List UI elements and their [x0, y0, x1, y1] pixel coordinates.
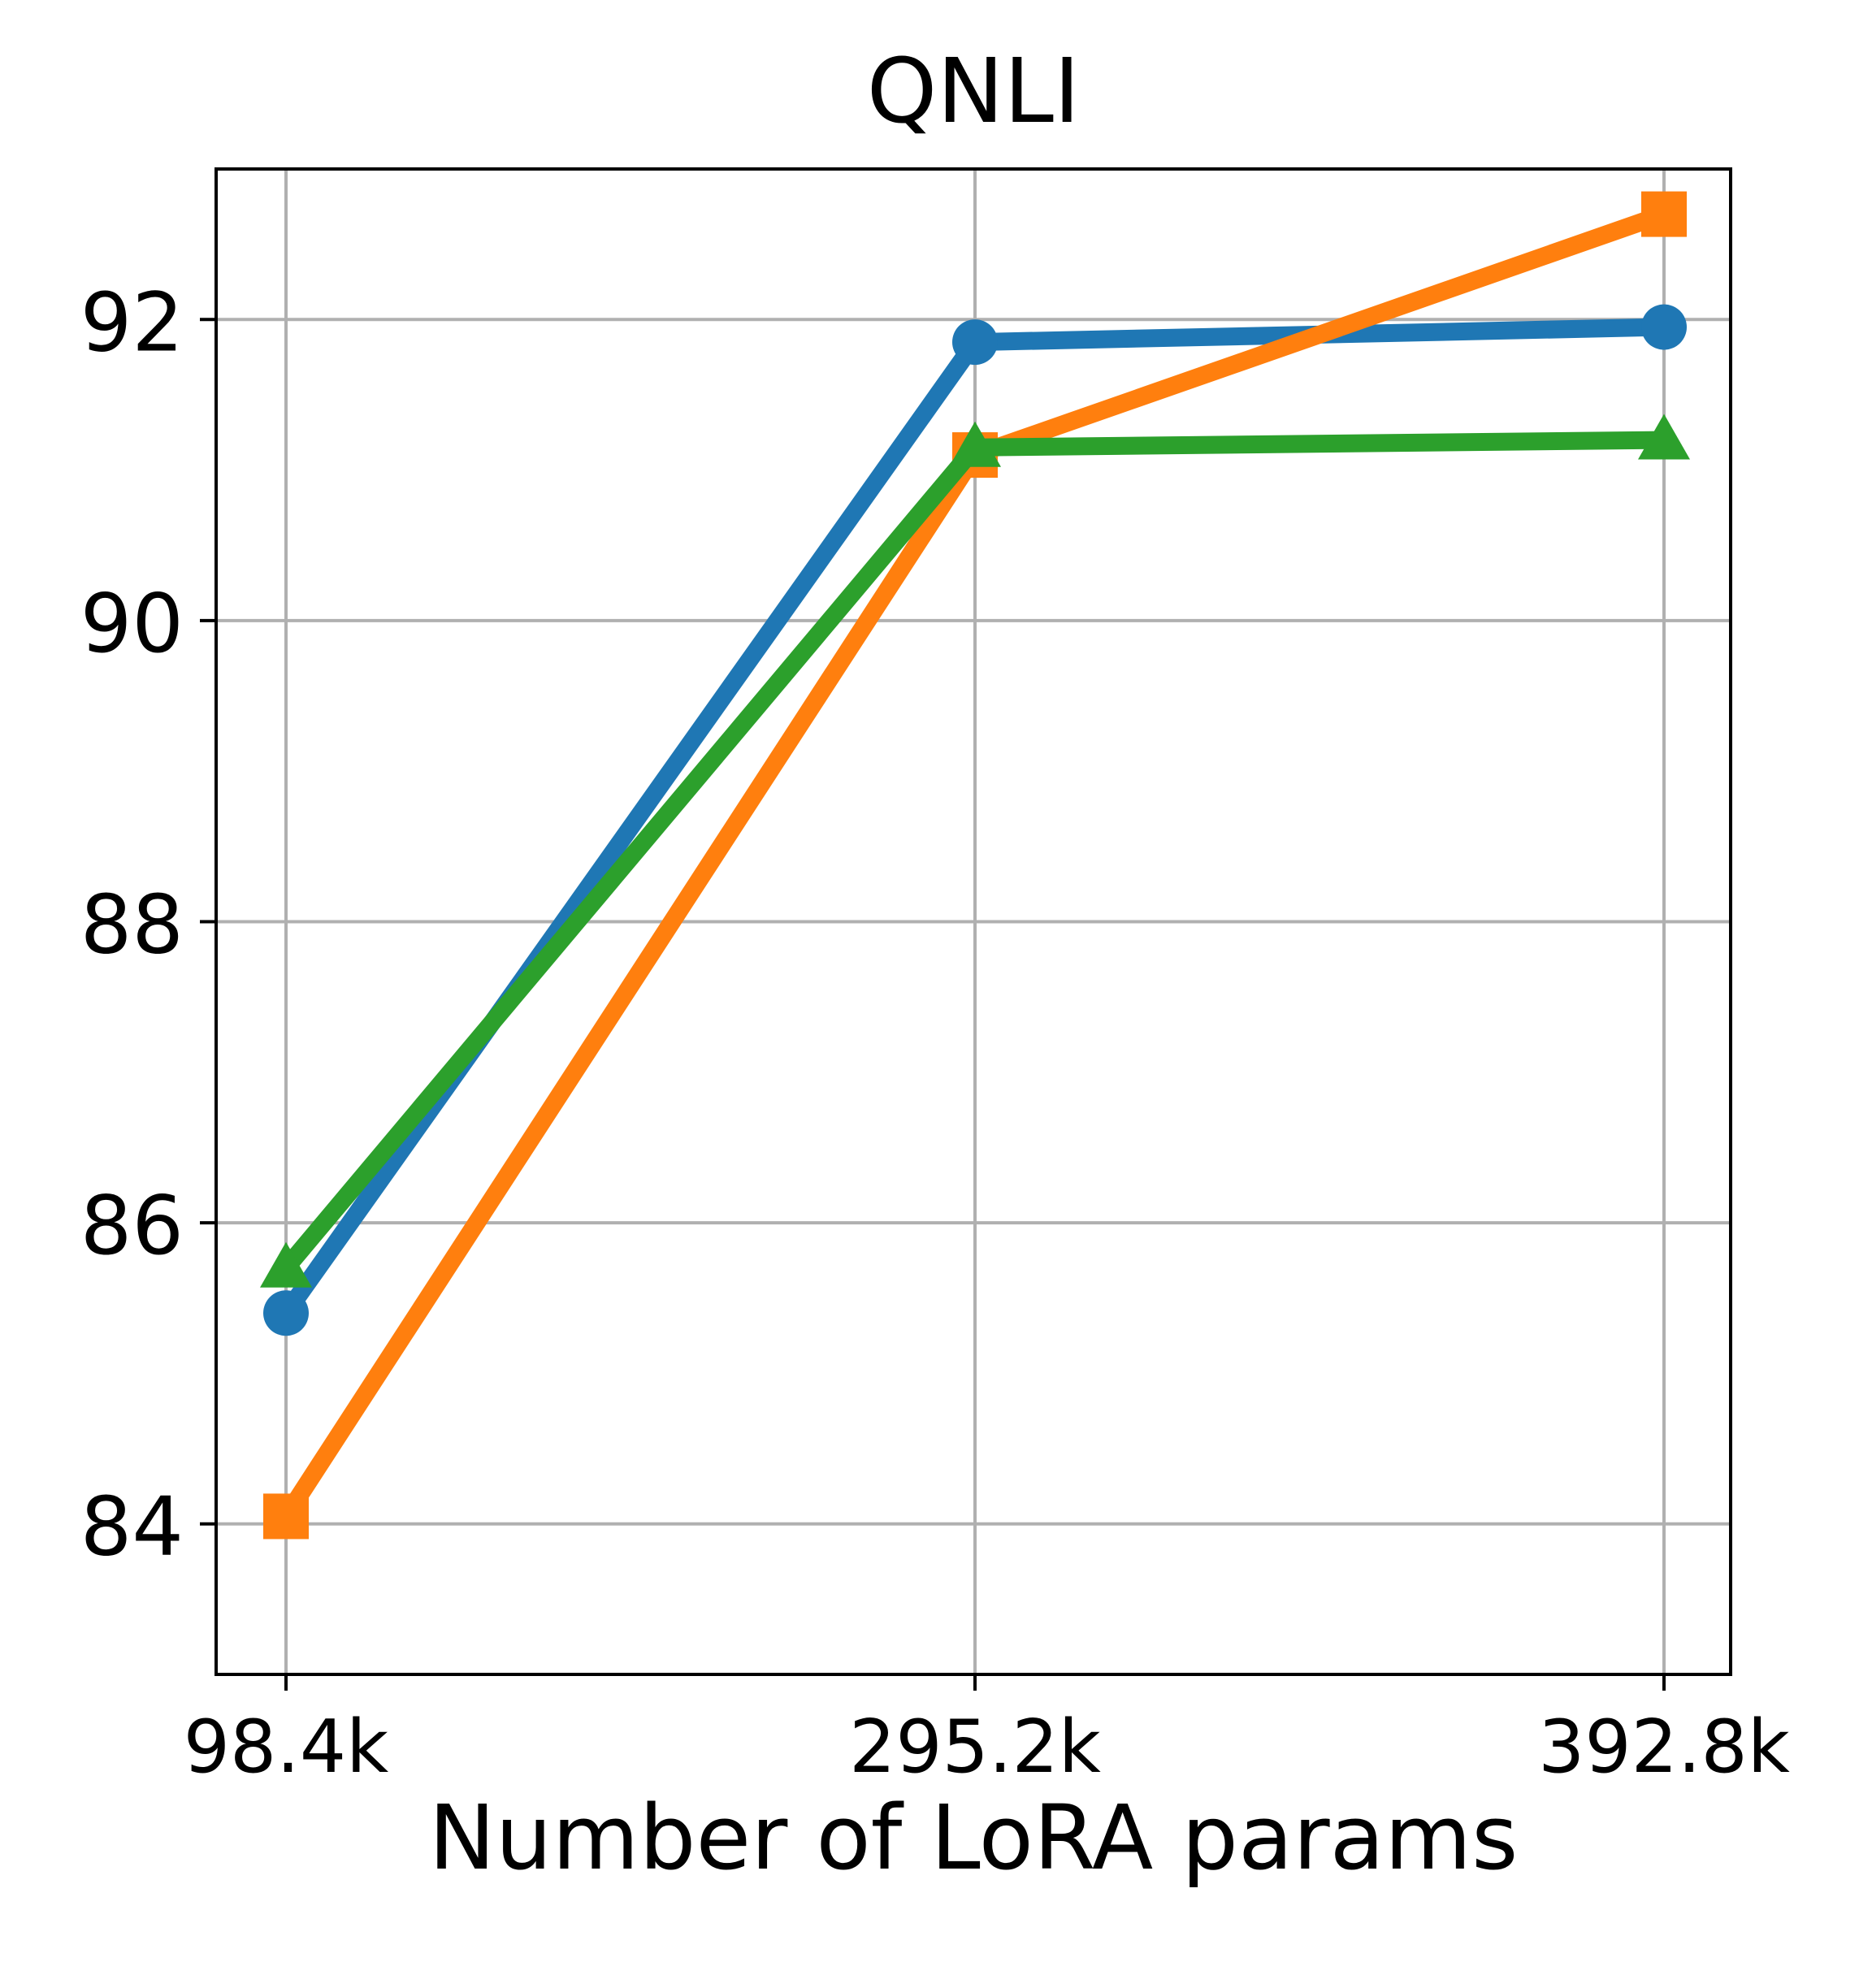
data-point-triangle	[949, 421, 1001, 467]
data-point-square	[1641, 191, 1687, 237]
y-ticks: 84 86 88 90 92	[80, 275, 216, 1574]
data-point-triangle	[260, 1241, 312, 1288]
data-point-circle	[1641, 304, 1687, 350]
data-point-triangle	[1638, 414, 1690, 460]
x-tick-label: 98.4k	[184, 1704, 389, 1790]
chart-title: QNLI	[867, 39, 1081, 143]
y-tick-label: 84	[80, 1479, 184, 1574]
x-tick-label: 295.2k	[849, 1704, 1101, 1790]
y-tick-label: 92	[80, 275, 184, 370]
y-tick-label: 90	[80, 576, 184, 671]
y-tick-label: 88	[80, 877, 184, 972]
data-point-square	[263, 1493, 309, 1540]
gridlines	[216, 169, 1731, 1674]
data-point-circle	[952, 319, 998, 366]
series-triangle	[260, 414, 1690, 1288]
x-ticks: 98.4k 295.2k 392.8k	[184, 1674, 1790, 1790]
x-axis-label: Number of LoRA params	[428, 1786, 1518, 1890]
x-tick-label: 392.8k	[1538, 1704, 1790, 1790]
y-tick-label: 86	[80, 1178, 184, 1273]
data-point-circle	[263, 1290, 309, 1336]
series-lines	[260, 191, 1690, 1540]
